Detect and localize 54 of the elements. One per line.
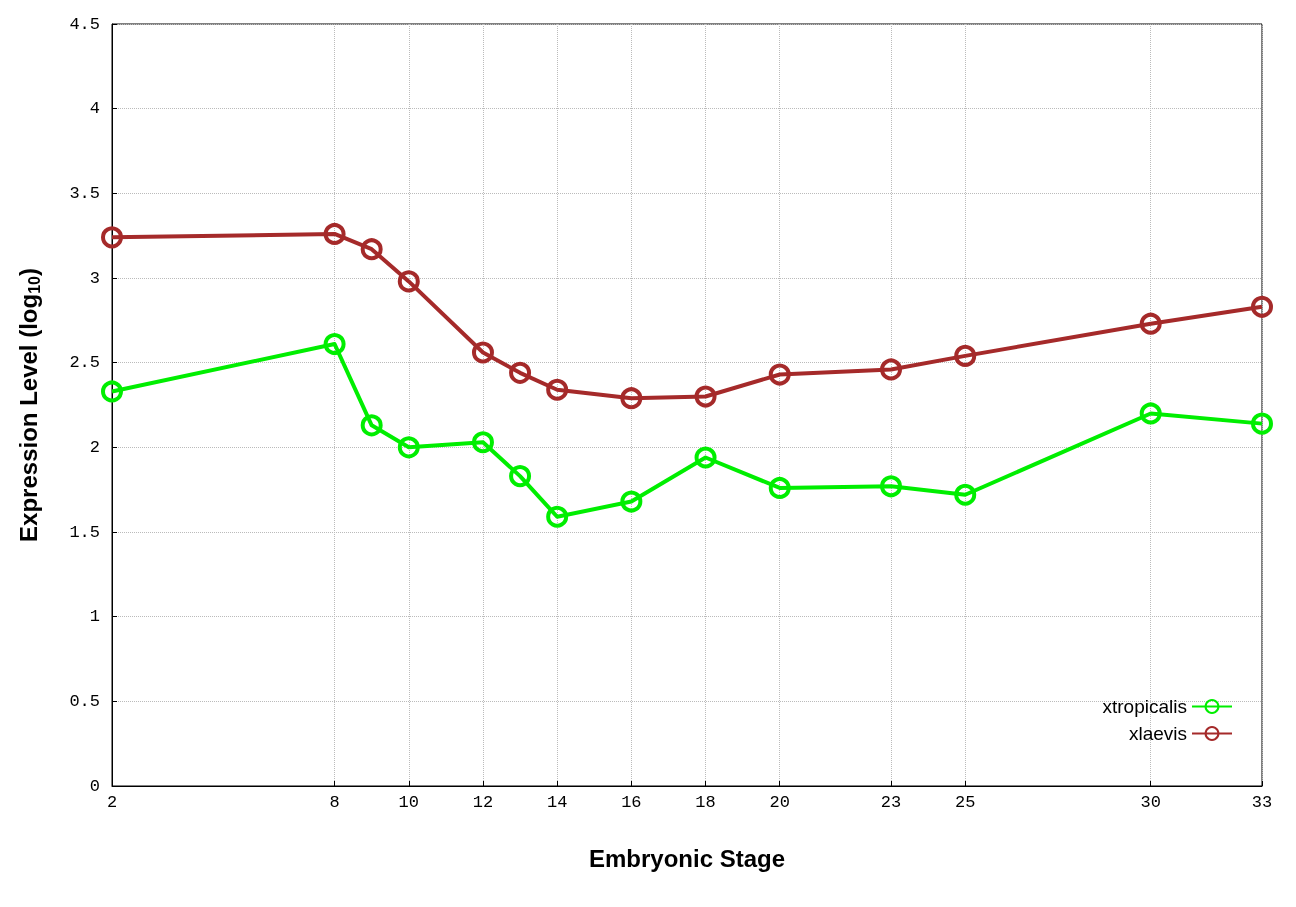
x-tick-label: 14 [546, 793, 568, 812]
point [101, 226, 123, 249]
point [360, 414, 383, 437]
point [1139, 402, 1162, 425]
point [880, 475, 903, 498]
y-tick-label: 3.5 [69, 183, 100, 203]
point [954, 344, 977, 367]
y-tick-label: 4 [89, 99, 100, 119]
x-tick-label: 23 [880, 793, 902, 812]
x-tick-label: 18 [695, 793, 716, 812]
point [360, 238, 383, 261]
x-tick-label: 10 [398, 793, 419, 812]
point [509, 465, 532, 488]
y-tick-label: 2.5 [69, 353, 100, 373]
point [1139, 312, 1162, 335]
x-tick-label: 16 [621, 793, 642, 812]
point [546, 505, 569, 528]
point [620, 387, 643, 410]
point [620, 490, 643, 513]
x-tick-label: 33 [1251, 793, 1273, 812]
point [471, 431, 494, 454]
y-tick-label: 0 [89, 776, 100, 796]
point [694, 385, 717, 408]
y-tick-label: 4.5 [69, 14, 100, 34]
x-tick-label: 30 [1140, 793, 1161, 812]
y-tick-label: 3 [89, 268, 100, 288]
y-tick-label: 1.5 [69, 522, 100, 542]
legend-label: xtropicalis [1102, 696, 1187, 717]
y-tick-label: 0.5 [69, 691, 100, 711]
legend-label: xlaevis [1128, 723, 1187, 744]
point [323, 222, 346, 245]
x-tick-label: 2 [106, 793, 118, 812]
point [954, 483, 977, 506]
y-tick-label: 2 [89, 437, 100, 457]
point [509, 361, 532, 384]
x-tick-label: 25 [955, 793, 976, 812]
x-axis-title: Embryonic Stage [588, 844, 786, 872]
y-axis-title: Expression Level (log10) [14, 268, 43, 542]
y-tick-label: 1 [89, 607, 100, 627]
point [768, 363, 791, 386]
point [694, 446, 717, 469]
point [471, 341, 494, 364]
point [397, 436, 420, 459]
point [397, 270, 420, 293]
point [880, 358, 903, 381]
x-tick-label: 20 [769, 793, 790, 812]
x-tick-label: 8 [329, 793, 340, 812]
point [546, 378, 569, 401]
point [1251, 412, 1273, 435]
point [323, 333, 346, 356]
x-tick-label: 12 [472, 793, 494, 812]
point [1251, 295, 1273, 318]
point [768, 476, 791, 499]
point [101, 380, 123, 403]
